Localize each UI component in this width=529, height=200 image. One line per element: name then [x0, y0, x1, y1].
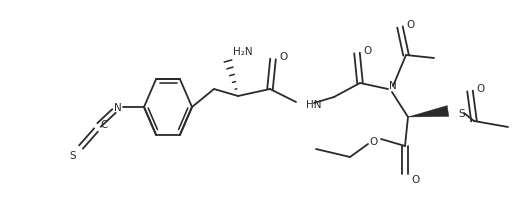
Text: N: N	[389, 81, 397, 91]
Text: O: O	[363, 46, 371, 56]
Text: S: S	[70, 150, 76, 160]
Text: S: S	[458, 108, 464, 118]
Text: O: O	[279, 52, 287, 62]
Polygon shape	[408, 106, 449, 117]
Text: O: O	[411, 174, 419, 184]
Text: H₂N: H₂N	[233, 47, 253, 57]
Text: O: O	[406, 20, 414, 30]
Text: N: N	[114, 102, 122, 112]
Text: O: O	[369, 136, 377, 146]
Text: O: O	[476, 84, 484, 94]
Text: C: C	[101, 119, 108, 129]
Text: HN: HN	[306, 100, 322, 109]
